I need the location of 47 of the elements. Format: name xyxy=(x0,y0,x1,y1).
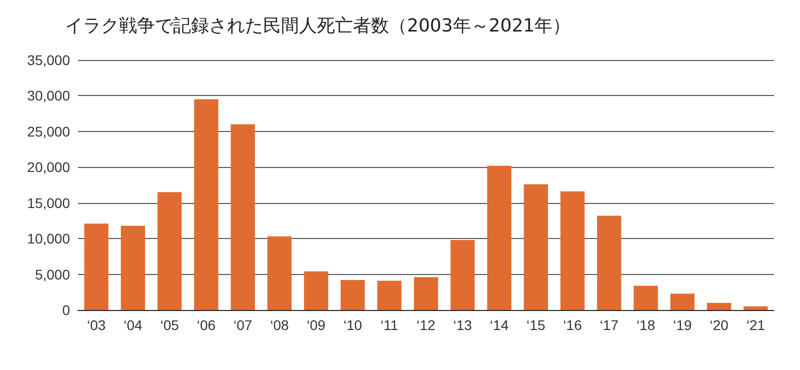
y-tick-label: 30,000 xyxy=(27,88,70,104)
bar xyxy=(560,191,585,310)
y-tick-label: 0 xyxy=(62,302,70,318)
x-tick-label: ‘08 xyxy=(270,317,290,333)
bar xyxy=(340,280,365,310)
x-tick-label: ‘05 xyxy=(160,317,180,333)
x-tick-label: ‘14 xyxy=(490,317,509,333)
y-tick-label: 10,000 xyxy=(27,230,70,247)
x-tick-label: ‘12 xyxy=(416,317,436,333)
bar xyxy=(634,286,658,310)
x-tick-label: ‘11 xyxy=(380,317,398,333)
chart-title: イラク戦争で記録された民間人死亡者数（2003年～2021年） xyxy=(65,16,571,36)
bar xyxy=(157,192,182,310)
y-tick-label: 15,000 xyxy=(27,194,70,211)
x-tick-label: ‘20 xyxy=(710,317,729,333)
bar xyxy=(450,240,475,310)
bar xyxy=(670,294,695,310)
x-tick-label: ‘13 xyxy=(453,317,472,333)
y-tick-label: 25,000 xyxy=(27,123,70,140)
bar xyxy=(524,184,548,310)
x-tick-label: ‘09 xyxy=(306,317,326,333)
bar xyxy=(120,226,146,310)
x-tick-label: ‘18 xyxy=(636,317,656,333)
bar xyxy=(414,277,438,310)
x-tick-label: ‘19 xyxy=(673,317,692,333)
bar xyxy=(267,236,292,310)
x-tick-label: ‘03 xyxy=(86,317,106,333)
bar xyxy=(597,216,622,310)
x-tick-label: ‘06 xyxy=(196,317,216,333)
y-tick-label: 20,000 xyxy=(27,159,70,176)
x-tick-label: ‘21 xyxy=(746,317,766,333)
y-tick-label: 5,000 xyxy=(34,266,70,282)
bar xyxy=(487,166,512,310)
bar xyxy=(230,124,255,310)
bar xyxy=(84,224,108,310)
y-tick-label: 35,000 xyxy=(27,52,70,68)
x-tick-label: ‘07 xyxy=(234,317,252,333)
bar xyxy=(194,99,218,310)
x-tick-label: ‘10 xyxy=(343,317,362,333)
x-tick-label: ‘15 xyxy=(526,317,546,333)
bar xyxy=(377,280,402,310)
x-tick-label: ‘04 xyxy=(124,317,142,333)
x-tick-label: ‘17 xyxy=(600,317,619,333)
bar xyxy=(744,306,768,310)
x-tick-label: ‘16 xyxy=(563,317,582,333)
bar xyxy=(304,271,328,310)
bar xyxy=(706,302,732,310)
